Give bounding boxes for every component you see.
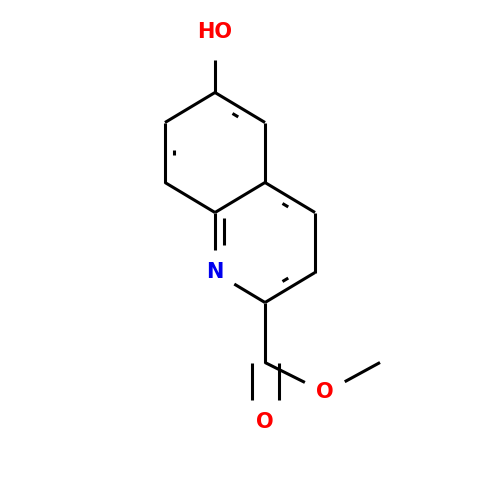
Text: HO: HO bbox=[198, 22, 232, 42]
Text: N: N bbox=[206, 262, 224, 282]
Text: O: O bbox=[316, 382, 334, 402]
Text: O: O bbox=[256, 412, 274, 432]
